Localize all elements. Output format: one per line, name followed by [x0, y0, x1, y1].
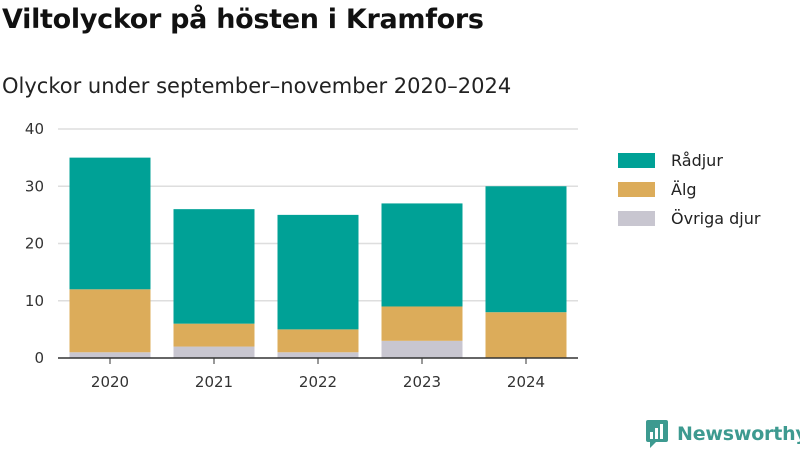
x-tick-label-2020: 2020	[91, 373, 129, 391]
x-tick-label-2023: 2023	[403, 373, 441, 391]
legend-swatch-ovriga-djur	[618, 211, 655, 226]
y-tick-label-30: 30	[25, 177, 44, 195]
bar-2022-rådjur	[277, 214, 359, 330]
y-tick-label-0: 0	[34, 349, 44, 367]
newsworthy-logo: Newsworthy	[645, 419, 800, 449]
legend-label-radjur: Rådjur	[671, 151, 723, 170]
bar-2023-rådjur	[381, 203, 463, 307]
newsworthy-chart-bubble-icon	[646, 420, 668, 448]
legend: Rådjur Älg Övriga djur	[618, 146, 760, 233]
legend-item-alg: Älg	[618, 175, 760, 204]
bar-2022-övriga-djur	[277, 352, 359, 358]
x-tick-label-2024: 2024	[507, 373, 545, 391]
y-tick-label-10: 10	[25, 292, 44, 310]
brand-name: Newsworthy	[677, 423, 800, 445]
bar-2020-övriga-djur	[69, 352, 151, 358]
x-tick-label-2021: 2021	[195, 373, 233, 391]
bar-2022-älg	[277, 329, 359, 353]
legend-swatch-alg	[618, 182, 655, 197]
bar-2020-rådjur	[69, 157, 151, 290]
bar-2024-älg	[485, 312, 567, 358]
legend-item-ovriga-djur: Övriga djur	[618, 204, 760, 233]
x-tick-label-2022: 2022	[299, 373, 337, 391]
y-tick-label-40: 40	[25, 120, 44, 138]
bar-2024-rådjur	[485, 186, 567, 313]
bar-2023-älg	[381, 306, 463, 341]
bar-2023-övriga-djur	[381, 340, 463, 358]
bar-2021-övriga-djur	[173, 346, 255, 358]
legend-item-radjur: Rådjur	[618, 146, 760, 175]
bars	[69, 157, 567, 358]
bar-2021-rådjur	[173, 209, 255, 324]
legend-label-ovriga-djur: Övriga djur	[671, 209, 761, 228]
axes: 0 10 20 30 40 2020 2021 2022 2023 2024	[25, 120, 578, 391]
bar-2020-älg	[69, 289, 151, 353]
bar-2021-älg	[173, 323, 255, 347]
legend-swatch-radjur	[618, 153, 655, 168]
legend-label-alg: Älg	[671, 180, 697, 199]
chart-subtitle: Olyckor under september–november 2020–20…	[2, 74, 512, 98]
y-tick-label-20: 20	[25, 235, 44, 253]
chart-title: Viltolyckor på hösten i Kramfors	[2, 4, 484, 35]
